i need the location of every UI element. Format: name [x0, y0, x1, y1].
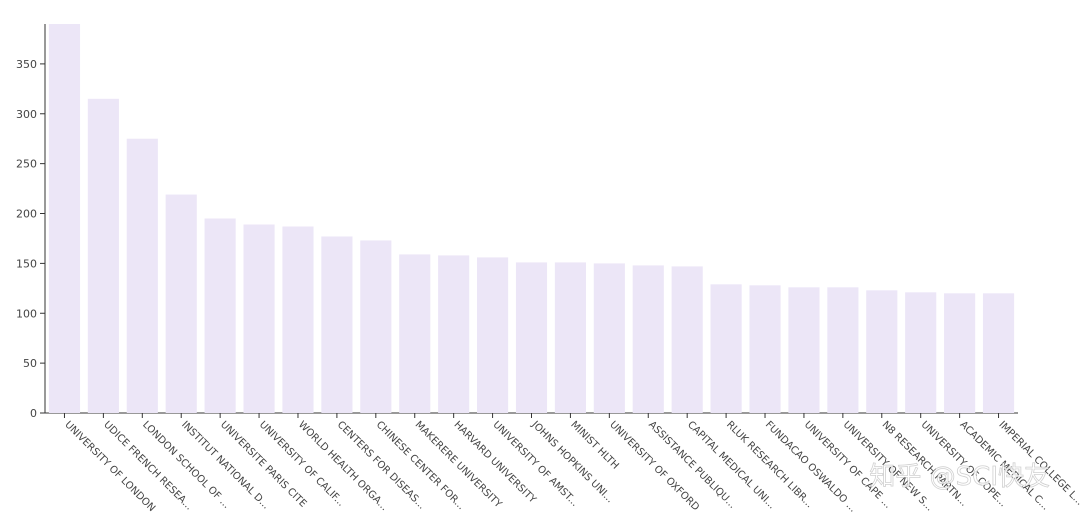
- bar: [204, 218, 236, 413]
- bar: [866, 290, 898, 413]
- bar: [593, 263, 625, 413]
- y-tick-label: 150: [16, 257, 37, 270]
- bar: [944, 293, 976, 413]
- bar: [905, 292, 937, 413]
- bar: [48, 24, 81, 413]
- bar: [399, 254, 431, 413]
- bar: [165, 194, 197, 413]
- bar: [515, 262, 548, 413]
- watermark: 知乎 @SCI快友: [869, 462, 1050, 492]
- y-tick-label: 0: [30, 407, 37, 420]
- bar: [243, 224, 275, 413]
- bar: [710, 284, 742, 413]
- bar: [360, 240, 392, 413]
- y-tick-label: 100: [16, 307, 37, 320]
- bar: [827, 287, 859, 413]
- bar: [632, 265, 664, 413]
- y-tick-label: 350: [16, 58, 37, 71]
- y-tick-label: 200: [16, 208, 37, 221]
- bar: [477, 257, 509, 413]
- y-tick-label: 250: [16, 158, 37, 171]
- bar: [749, 285, 781, 413]
- bar: [126, 138, 158, 413]
- y-tick-label: 50: [23, 357, 37, 370]
- bar: [321, 236, 353, 413]
- bar: [982, 293, 1015, 413]
- bar: [671, 266, 703, 413]
- y-tick-label: 300: [16, 108, 37, 121]
- bar: [788, 287, 820, 413]
- bar: [87, 98, 119, 414]
- bar: [438, 255, 470, 413]
- bar: [554, 262, 586, 413]
- bar: [282, 226, 314, 413]
